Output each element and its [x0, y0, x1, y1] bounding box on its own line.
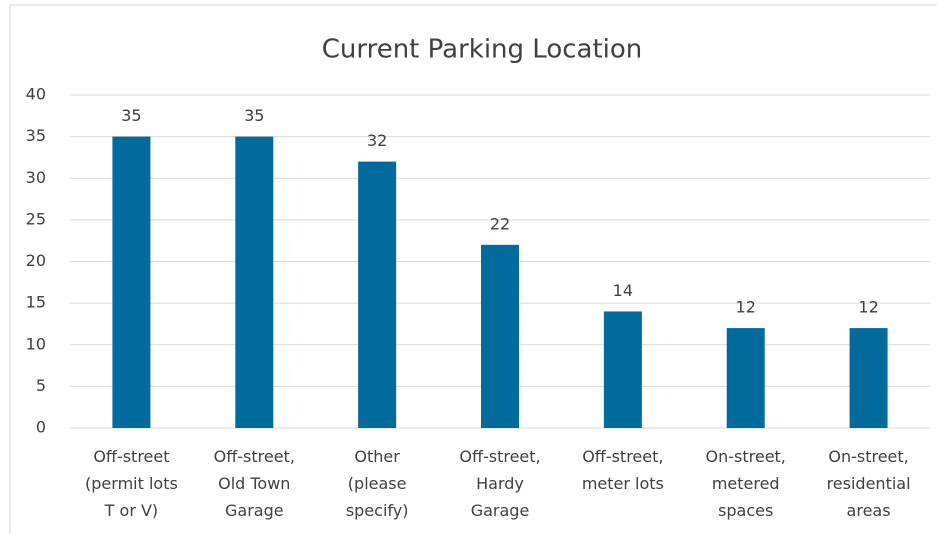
- bar: [112, 136, 151, 428]
- bar: [849, 328, 888, 428]
- chart-border: [9, 4, 937, 534]
- y-tick-label: 5: [36, 376, 46, 395]
- x-tick-label: On-street, residential areas: [826, 447, 911, 520]
- data-label: 12: [858, 298, 878, 317]
- data-label: 35: [121, 106, 141, 125]
- x-tick-label: Off-street, Old Town Garage: [213, 447, 295, 520]
- x-tick-label: Off-street (permit lots T or V): [85, 447, 178, 520]
- y-tick-label: 0: [36, 418, 46, 437]
- chart-title: Current Parking Location: [322, 35, 643, 65]
- data-label: 32: [367, 131, 387, 150]
- x-tick-label: Other (please specify): [345, 447, 409, 520]
- data-label: 12: [736, 298, 756, 317]
- y-tick-label: 15: [26, 293, 46, 312]
- data-label: 14: [613, 281, 633, 300]
- y-tick-label: 40: [26, 85, 46, 104]
- x-tick-label: On-street, metered spaces: [705, 447, 786, 520]
- x-tick-label: Off-street, meter lots: [581, 447, 664, 493]
- bar: [603, 311, 642, 428]
- bar: [358, 161, 397, 428]
- y-tick-label: 25: [26, 209, 46, 228]
- y-tick-label: 10: [26, 334, 46, 353]
- x-tick-label: Off-street, Hardy Garage: [459, 447, 541, 520]
- data-label: 22: [490, 214, 510, 233]
- y-tick-label: 30: [26, 168, 46, 187]
- data-label: 35: [244, 106, 264, 125]
- bar: [481, 244, 519, 428]
- y-tick-label: 20: [26, 251, 46, 270]
- bar: [235, 136, 274, 428]
- bar: [726, 328, 765, 428]
- y-tick-label: 35: [26, 126, 46, 145]
